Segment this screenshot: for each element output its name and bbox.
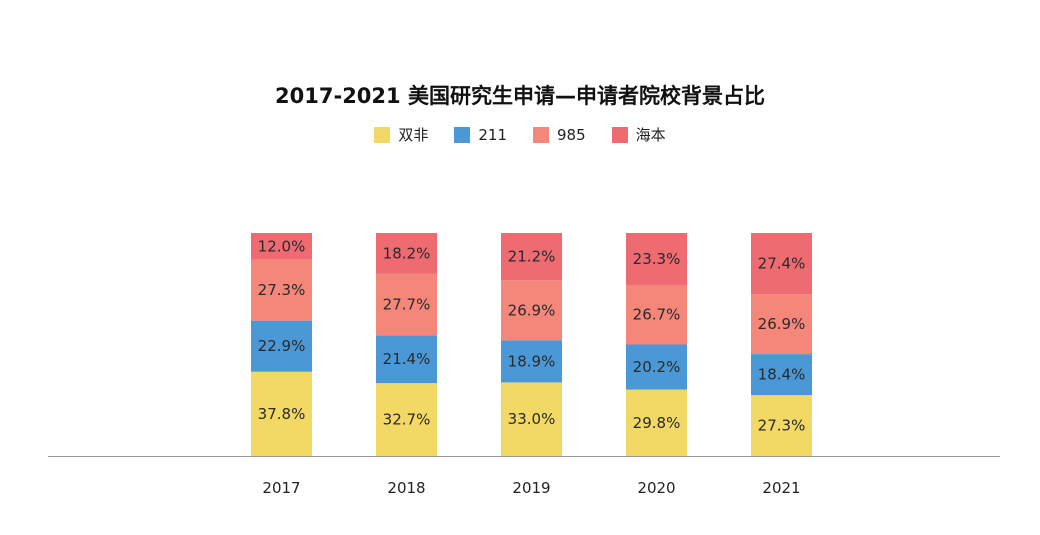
data-label: 37.8% xyxy=(258,405,306,423)
chart-title: 2017-2021 美国研究生申请—申请者院校背景占比 xyxy=(275,84,765,108)
bar-segment xyxy=(751,354,812,396)
legend-swatch xyxy=(533,126,549,143)
data-label: 12.0% xyxy=(258,237,306,255)
data-label: 23.3% xyxy=(633,250,681,268)
data-label: 29.8% xyxy=(633,414,681,432)
legend: 双非 211 985 海本 xyxy=(0,124,1040,145)
data-label: 18.2% xyxy=(383,244,431,262)
legend-swatch xyxy=(374,126,391,143)
bar-segment xyxy=(501,233,562,281)
bar-segment xyxy=(251,259,312,321)
data-label: 20.2% xyxy=(633,358,681,376)
legend-item-211: 211 xyxy=(454,124,507,145)
data-label: 27.4% xyxy=(758,255,806,273)
bar-segment xyxy=(376,233,437,274)
legend-item-985: 985 xyxy=(533,124,586,145)
bar-segment xyxy=(251,320,312,372)
data-label: 21.4% xyxy=(383,350,431,368)
x-tick-label: 2021 xyxy=(762,479,800,497)
legend-label: 985 xyxy=(557,125,586,144)
data-label: 32.7% xyxy=(383,411,431,429)
data-label: 27.3% xyxy=(258,281,306,299)
data-label: 26.7% xyxy=(633,306,681,324)
bar-segment xyxy=(251,233,312,260)
legend-label: 双非 xyxy=(398,126,429,144)
x-tick-label: 2019 xyxy=(512,479,550,497)
bar-segment xyxy=(751,395,812,456)
data-label: 26.9% xyxy=(758,315,806,333)
bar-segment xyxy=(376,335,437,384)
bar-segment xyxy=(626,389,687,456)
data-label: 27.3% xyxy=(758,417,806,435)
bar-segment xyxy=(626,233,687,285)
legend-swatch xyxy=(611,126,628,143)
data-label: 27.7% xyxy=(383,295,431,313)
x-tick-label: 2017 xyxy=(262,479,300,497)
bar-segment xyxy=(501,340,562,383)
bar-segment xyxy=(751,233,812,295)
legend-swatch xyxy=(454,126,471,143)
legend-item-haiben: 海本 xyxy=(611,124,666,145)
bar-segment xyxy=(626,344,687,390)
legend-label: 211 xyxy=(478,125,507,144)
x-tick-label: 2018 xyxy=(387,479,425,497)
bar-segment xyxy=(501,382,562,456)
data-label: 18.9% xyxy=(508,352,556,370)
data-label: 18.4% xyxy=(758,366,806,384)
bar-segment xyxy=(751,294,812,355)
legend-label: 海本 xyxy=(635,126,666,144)
data-label: 22.9% xyxy=(258,337,306,355)
data-label: 33.0% xyxy=(508,410,556,428)
bar-segment xyxy=(376,273,437,336)
x-tick-label: 2020 xyxy=(637,479,675,497)
data-label: 21.2% xyxy=(508,248,556,266)
legend-item-shuangfei: 双非 xyxy=(374,124,428,145)
bar-segment xyxy=(376,383,437,456)
bar-segment xyxy=(626,284,687,345)
bar-segment xyxy=(501,280,562,341)
data-label: 26.9% xyxy=(508,301,556,319)
bar-segment xyxy=(251,371,312,456)
